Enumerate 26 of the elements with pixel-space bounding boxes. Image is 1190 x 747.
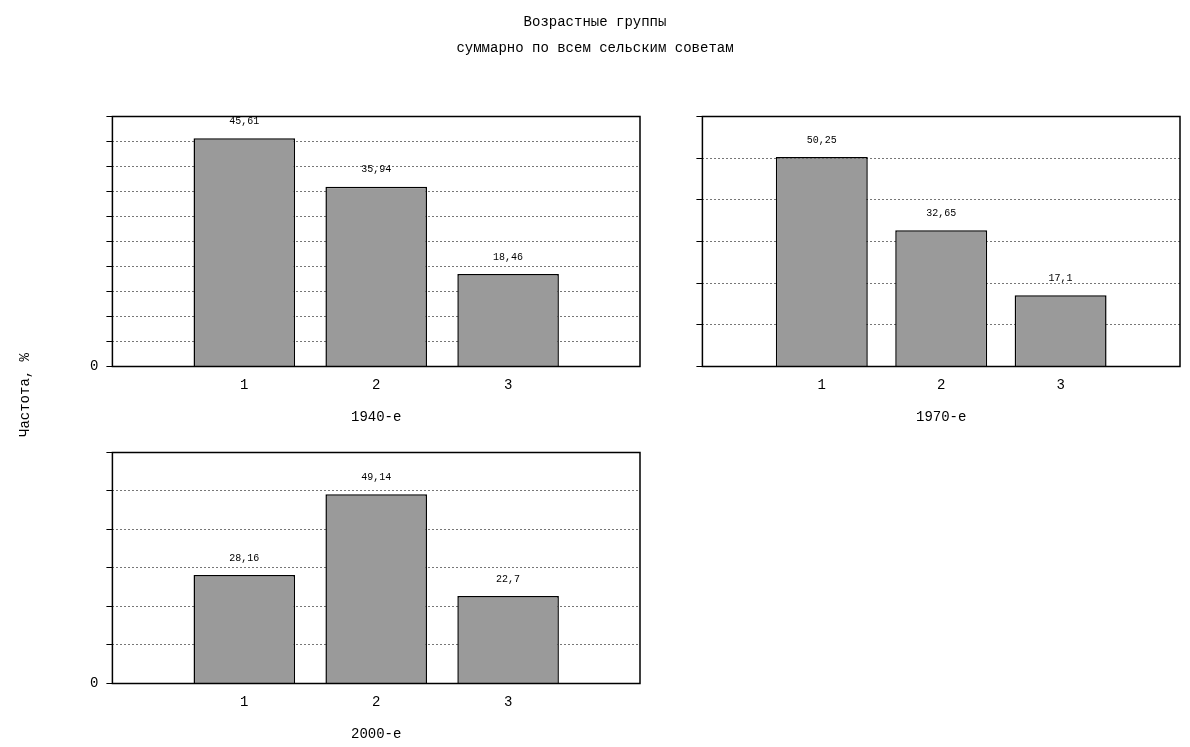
x-tick-label: 3 — [503, 376, 513, 393]
chart-title: Возрастные группы — [522, 14, 668, 30]
x-axis-title: 1970-е — [915, 409, 967, 426]
x-tick-label: 3 — [503, 693, 513, 710]
x-axis-title: 1940-е — [350, 409, 402, 426]
data-label: 32,65 — [926, 208, 957, 219]
data-label: 35,94 — [361, 164, 392, 176]
data-label: 22,7 — [496, 573, 521, 585]
data-label: 17,1 — [1048, 272, 1073, 284]
x-tick-label: 2 — [372, 376, 381, 393]
x-tick-label: 1 — [240, 376, 249, 393]
x-tick-label: 2 — [372, 693, 381, 710]
data-label: 28,16 — [229, 552, 260, 564]
data-label: 49,14 — [361, 471, 392, 483]
data-label: 18,46 — [493, 251, 524, 263]
data-label: 45,61 — [229, 115, 260, 127]
x-tick-label: 1 — [240, 693, 249, 710]
x-tick-label: 3 — [1056, 376, 1065, 393]
text: 0 — [90, 358, 99, 375]
chart-subtitle: суммарно по всем сельским советам — [455, 40, 735, 56]
y-axis-title: Частота, % — [17, 352, 33, 438]
x-tick-label: 2 — [937, 376, 946, 393]
x-tick-label: 1 — [817, 376, 827, 393]
text: 0 — [90, 675, 99, 692]
x-axis-title: 2000-е — [350, 726, 402, 743]
data-label: 50,25 — [806, 134, 837, 146]
